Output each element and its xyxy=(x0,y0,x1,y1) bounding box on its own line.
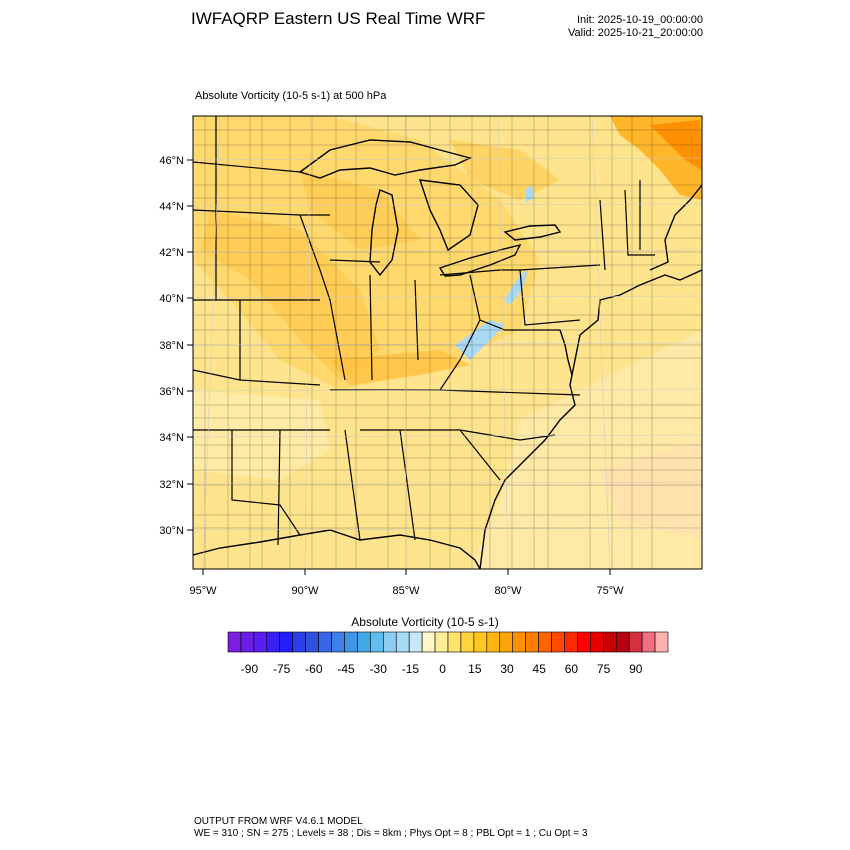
colorbar-box xyxy=(357,631,371,653)
colorbar-box xyxy=(421,631,436,653)
colorbar-box xyxy=(564,631,578,653)
colorbar-tick-label: 75 xyxy=(597,662,611,676)
colorbar-box xyxy=(279,631,294,653)
lat-label: 32°N xyxy=(159,479,184,491)
lon-label: 90°W xyxy=(291,585,319,597)
county-boundaries xyxy=(193,116,702,569)
colorbar-tick-label: 60 xyxy=(565,662,579,676)
colorbar-box xyxy=(641,631,656,653)
lat-label: 38°N xyxy=(159,340,184,352)
state-boundaries xyxy=(193,116,655,546)
lon-label: 85°W xyxy=(392,585,420,597)
colorbar-box xyxy=(512,631,526,653)
colorbar-box xyxy=(370,631,384,653)
colorbar-box xyxy=(331,631,345,653)
map-area xyxy=(193,116,702,569)
field-label: Absolute Vorticity (10-5 s-1) at 500 hPa xyxy=(195,90,387,102)
colorbar-box xyxy=(499,631,514,653)
lat-label: 40°N xyxy=(159,293,184,305)
colorbar-tick-labels: -90 -75 -60 -45 -30 -15 0 15 30 45 60 75 90 xyxy=(241,662,643,676)
vorticity-band xyxy=(330,350,470,385)
negative-vorticity-patch xyxy=(504,270,528,305)
colorbar-tick-label: 45 xyxy=(533,662,547,676)
map-border xyxy=(192,115,703,570)
colorbar-tick-label: 0 xyxy=(439,662,446,676)
colorbar-box xyxy=(486,631,501,653)
longitude-axis: 95°W 90°W 85°W 80°W 75°W xyxy=(189,569,624,597)
colorbar-box xyxy=(538,631,552,653)
init-time: Init: 2025-10-19_00:00:00 xyxy=(577,14,703,26)
colorbar-tick-label: 15 xyxy=(468,662,482,676)
colorbar-tick-label: 90 xyxy=(629,662,643,676)
lat-label: 46°N xyxy=(159,155,184,167)
lon-label: 95°W xyxy=(189,585,217,597)
colorbar-tick-label: -30 xyxy=(370,662,388,676)
graticule xyxy=(193,116,702,569)
lat-label: 42°N xyxy=(159,247,184,259)
footer-model-line: OUTPUT FROM WRF V4.6.1 MODEL xyxy=(194,816,363,827)
colorbar-tick-label: -15 xyxy=(402,662,420,676)
colorbar-box xyxy=(447,631,462,653)
init-valid-times: Init: 2025-10-19_00:00:00 Valid: 2025-10… xyxy=(568,14,703,40)
colorbar-box xyxy=(434,631,449,653)
light-field xyxy=(193,390,330,480)
colorbar-box xyxy=(602,631,617,653)
lat-label: 36°N xyxy=(159,386,184,398)
latitude-axis: 46°N 44°N 42°N 40°N 38°N 36°N 34°N 32°N 30°N xyxy=(159,155,193,537)
colorbar-box xyxy=(266,631,281,653)
lat-label: 44°N xyxy=(159,201,184,213)
footer-settings-line: WE = 310 ; SN = 275 ; Levels = 38 ; Dis … xyxy=(194,828,588,839)
lon-label: 75°W xyxy=(596,585,624,597)
colorbar-box xyxy=(292,631,306,653)
map-title: IWFAQRP Eastern US Real Time WRF xyxy=(191,9,486,28)
valid-time: Valid: 2025-10-21_20:00:00 xyxy=(568,27,703,39)
colorbar-box xyxy=(590,631,604,653)
colorbar-tick-label: -75 xyxy=(273,662,291,676)
colorbar-tick-label: -45 xyxy=(337,662,355,676)
colorbar-box xyxy=(408,631,423,653)
colorbar-box xyxy=(460,631,475,653)
colorbar-title: Absolute Vorticity (10-5 s-1) xyxy=(351,615,499,629)
colorbar-tick-label: -90 xyxy=(241,662,259,676)
colorbar-tick-label: -60 xyxy=(305,662,323,676)
colorbar-tick-label: 30 xyxy=(500,662,514,676)
colorbar-box xyxy=(344,631,358,653)
colorbar-box xyxy=(253,631,268,653)
lon-label: 80°W xyxy=(494,585,522,597)
colorbar-box xyxy=(654,631,669,653)
colorbar-box xyxy=(305,631,319,653)
colorbar-box xyxy=(473,631,488,653)
colorbar-box xyxy=(395,631,410,653)
colorbar-box xyxy=(240,631,255,653)
colorbar-box xyxy=(628,631,643,653)
colorbar-box xyxy=(525,631,539,653)
vorticity-band xyxy=(300,170,420,250)
colorbar-box xyxy=(615,631,630,653)
negative-vorticity-patch xyxy=(525,185,534,202)
colorbar xyxy=(227,631,669,653)
colorbar-box xyxy=(318,631,332,653)
colorbar-box xyxy=(577,631,591,653)
colorbar-box xyxy=(551,631,565,653)
lat-label: 30°N xyxy=(159,525,184,537)
colorbar-box xyxy=(227,631,242,653)
lat-label: 34°N xyxy=(159,432,184,444)
colorbar-box xyxy=(382,631,397,653)
